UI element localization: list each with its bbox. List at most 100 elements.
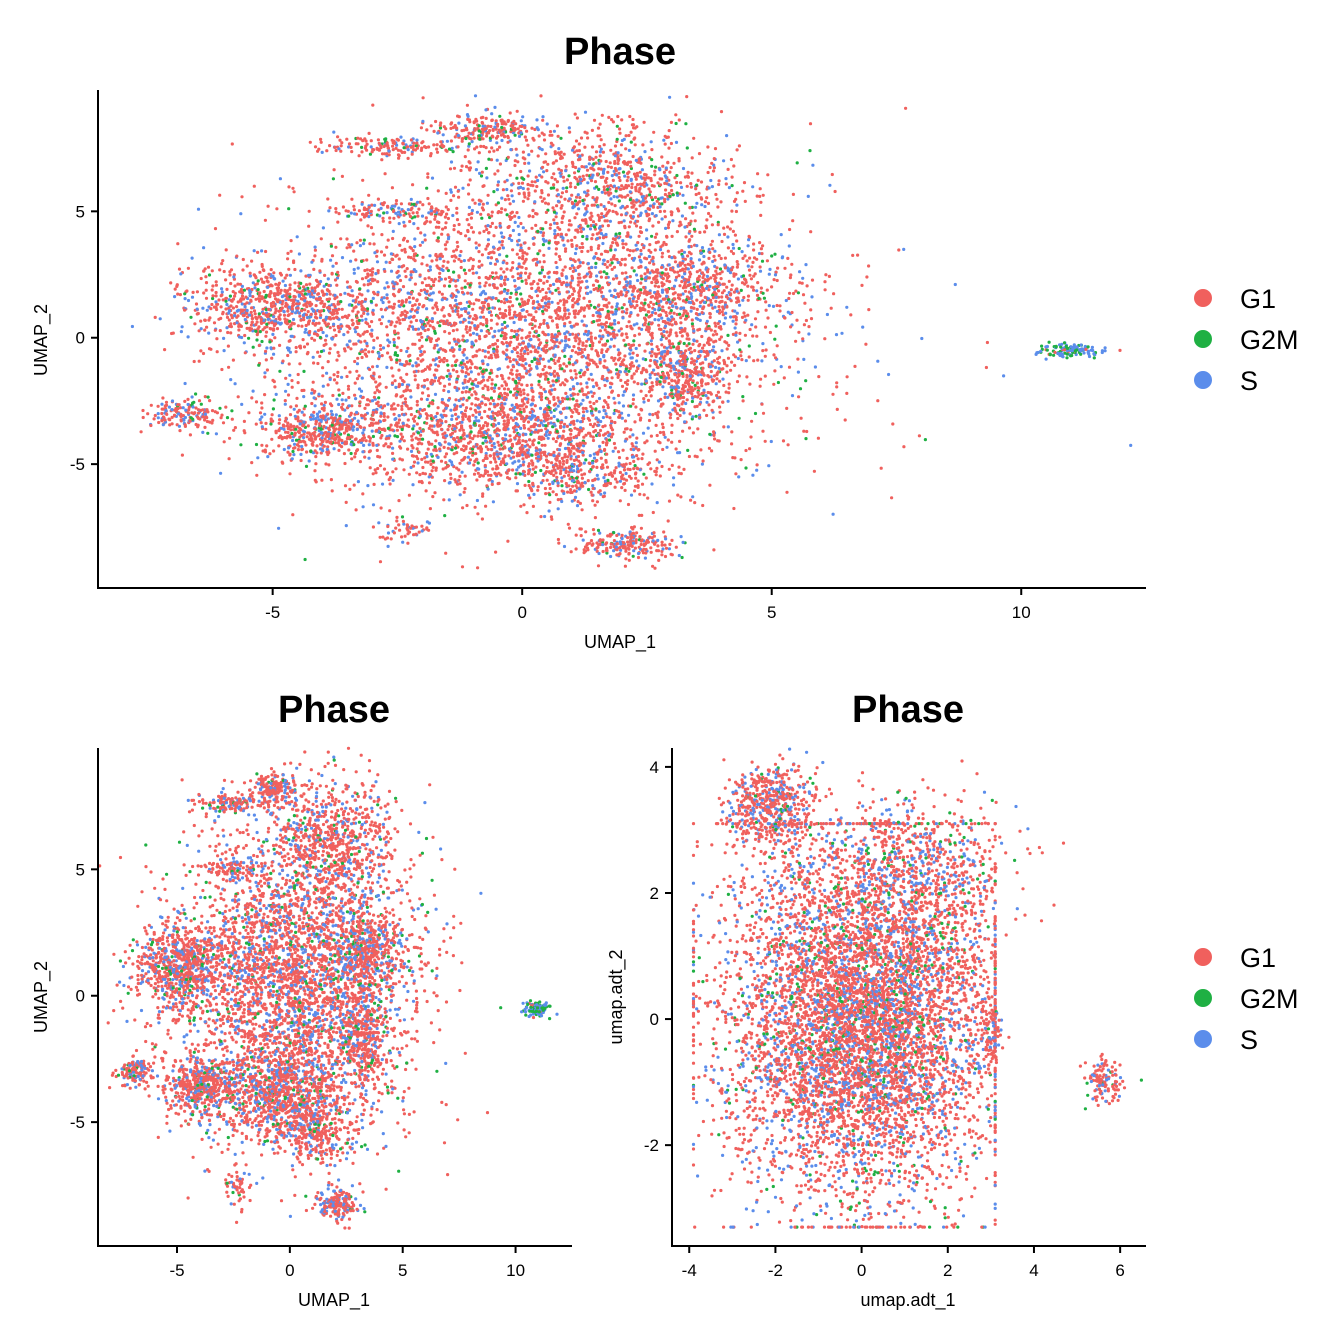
data-point-g1 bbox=[345, 237, 349, 241]
data-point-s bbox=[547, 246, 551, 250]
data-point-g1 bbox=[551, 379, 555, 383]
data-point-s bbox=[502, 289, 506, 293]
data-point-s bbox=[266, 285, 270, 289]
data-point-g1 bbox=[472, 302, 476, 306]
data-point-g1 bbox=[289, 249, 293, 253]
data-point-g1 bbox=[563, 322, 567, 326]
data-point-g2m bbox=[515, 176, 519, 180]
data-point-g2m bbox=[503, 320, 507, 324]
data-point-g1 bbox=[355, 316, 359, 320]
data-point-s bbox=[516, 243, 520, 247]
data-point-g1 bbox=[429, 382, 433, 386]
data-point-g1 bbox=[318, 269, 322, 273]
data-point-g1 bbox=[527, 246, 531, 250]
data-point-g1 bbox=[674, 331, 678, 335]
data-point-s bbox=[447, 390, 451, 394]
data-point-g1 bbox=[328, 347, 332, 351]
data-point-s bbox=[461, 359, 465, 363]
data-point-g1 bbox=[554, 247, 559, 251]
data-point-g1 bbox=[534, 310, 538, 314]
data-point-g1 bbox=[330, 271, 334, 275]
data-point-g1 bbox=[427, 336, 431, 340]
data-point-g1 bbox=[480, 253, 484, 257]
data-point-g2m bbox=[395, 358, 399, 362]
data-point-g1 bbox=[398, 321, 402, 325]
data-point-g1 bbox=[216, 302, 220, 306]
data-point-g1 bbox=[720, 239, 724, 244]
data-point-s bbox=[380, 315, 385, 319]
data-point-g1 bbox=[528, 331, 532, 335]
data-point-g1 bbox=[537, 343, 542, 347]
data-point-g1 bbox=[218, 193, 222, 197]
data-point-g1 bbox=[501, 350, 505, 354]
data-point-s bbox=[767, 272, 771, 276]
data-point-g2m bbox=[425, 186, 429, 190]
data-point-g1 bbox=[624, 364, 628, 368]
data-point-g1 bbox=[534, 257, 539, 261]
data-point-g1 bbox=[425, 283, 429, 288]
data-point-g1 bbox=[220, 262, 224, 266]
data-point-g1 bbox=[421, 96, 425, 100]
data-point-g1 bbox=[396, 269, 400, 273]
data-point-g2m bbox=[255, 338, 259, 342]
data-point-g1 bbox=[510, 335, 514, 339]
data-point-g1 bbox=[577, 280, 581, 284]
data-point-g1 bbox=[571, 292, 575, 296]
data-point-g1 bbox=[634, 405, 638, 409]
data-point-s bbox=[190, 256, 194, 260]
data-point-s bbox=[329, 409, 333, 413]
data-point-g1 bbox=[349, 347, 353, 351]
data-point-g1 bbox=[262, 280, 266, 284]
data-point-g2m bbox=[291, 449, 295, 454]
data-point-g2m bbox=[211, 296, 215, 301]
data-point-g1 bbox=[557, 290, 561, 294]
data-point-g2m bbox=[256, 288, 260, 292]
data-point-g1 bbox=[433, 303, 437, 307]
data-point-g1 bbox=[464, 390, 468, 394]
data-point-g1 bbox=[226, 330, 230, 335]
data-point-g1 bbox=[579, 375, 583, 379]
data-point-g1 bbox=[603, 343, 607, 347]
data-point-g1 bbox=[572, 266, 576, 270]
data-point-s bbox=[242, 341, 246, 345]
data-point-g1 bbox=[332, 316, 336, 320]
data-point-g1 bbox=[628, 275, 632, 279]
data-point-g1 bbox=[808, 122, 813, 126]
data-point-s bbox=[372, 346, 376, 350]
data-point-g1 bbox=[435, 258, 439, 262]
data-point-s bbox=[559, 174, 563, 178]
data-point-g1 bbox=[304, 443, 308, 447]
data-point-g1 bbox=[526, 352, 530, 356]
data-point-g1 bbox=[351, 309, 355, 313]
data-point-g2m bbox=[424, 318, 428, 322]
data-point-g1 bbox=[676, 493, 680, 497]
data-point-g1 bbox=[555, 180, 560, 184]
data-point-g1 bbox=[355, 377, 360, 381]
data-point-g1 bbox=[416, 363, 421, 367]
data-point-g1 bbox=[579, 230, 583, 234]
data-point-g1 bbox=[298, 344, 302, 348]
data-point-g1 bbox=[788, 227, 792, 232]
data-point-g1 bbox=[257, 343, 261, 348]
data-point-g2m bbox=[509, 291, 513, 295]
data-point-s bbox=[389, 252, 393, 256]
data-point-g1 bbox=[308, 282, 312, 286]
data-point-s bbox=[631, 393, 636, 397]
data-point-g1 bbox=[487, 407, 492, 411]
data-point-g1 bbox=[667, 306, 671, 310]
data-point-g1 bbox=[305, 352, 309, 356]
data-point-g2m bbox=[446, 268, 450, 273]
data-point-g1 bbox=[361, 492, 365, 496]
data-point-g2m bbox=[615, 368, 619, 372]
data-point-g1 bbox=[239, 289, 243, 293]
data-point-g1 bbox=[400, 248, 404, 252]
data-point-g1 bbox=[706, 396, 710, 400]
data-point-g2m bbox=[618, 231, 622, 236]
data-point-g1 bbox=[623, 488, 627, 492]
data-point-g1 bbox=[561, 381, 565, 385]
data-point-g1 bbox=[568, 266, 572, 271]
data-point-s bbox=[840, 331, 844, 335]
data-point-g2m bbox=[559, 136, 563, 140]
data-point-g1 bbox=[519, 243, 523, 247]
